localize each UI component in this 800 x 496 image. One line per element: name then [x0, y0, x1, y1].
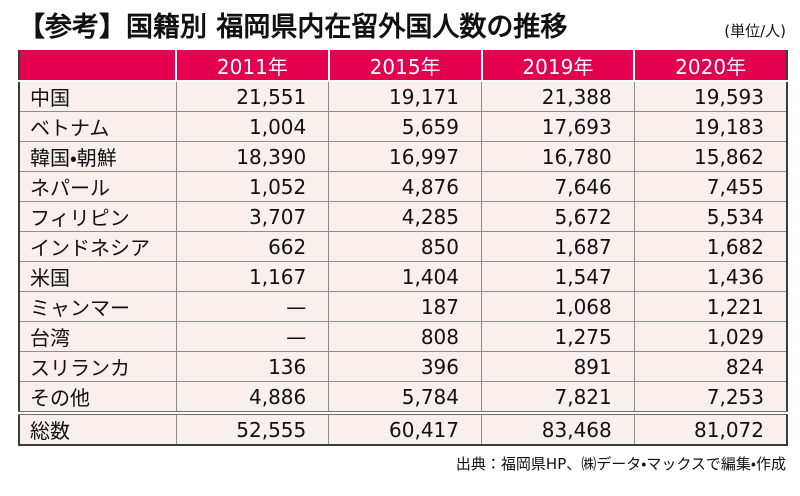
value-cell: 21,388 — [481, 80, 635, 113]
value-cell: 1,404 — [328, 261, 482, 293]
table-row: その他 4,886 5,784 7,821 7,253 — [18, 381, 788, 414]
value-cell: 891 — [481, 351, 635, 383]
row-label: その他 — [18, 381, 177, 414]
table-row: ネパール 1,052 4,876 7,646 7,455 — [18, 171, 788, 203]
value-cell: 5,659 — [328, 111, 482, 143]
value-cell: 1,547 — [481, 261, 635, 293]
row-label: フィリピン — [18, 201, 177, 233]
value-cell: 1,052 — [175, 171, 330, 203]
table-row: 韓国・朝鮮 18,390 16,997 16,780 15,862 — [18, 141, 788, 173]
row-label: 総数 — [18, 411, 177, 446]
value-cell: 1,004 — [175, 111, 330, 143]
value-cell: 3,707 — [175, 201, 330, 233]
table-row: ベトナム 1,004 5,659 17,693 19,183 — [18, 111, 788, 143]
row-label: ベトナム — [18, 111, 177, 143]
title-row: 【参考】国籍別 福岡県内在留外国人数の推移 (単位/人) — [18, 12, 786, 43]
value-cell: 808 — [328, 321, 482, 353]
value-cell: 15,862 — [633, 141, 788, 173]
value-cell: 1,275 — [481, 321, 635, 353]
value-cell: 1,029 — [633, 321, 788, 353]
row-label: スリランカ — [18, 351, 177, 383]
header-cell-year-2020: 2020年 — [633, 50, 787, 83]
table-row: ミャンマー —187 1,068 1,221 — [18, 291, 788, 323]
table-row: 米国 1,167 1,404 1,547 1,436 — [18, 261, 788, 293]
page: 【参考】国籍別 福岡県内在留外国人数の推移 (単位/人) 2011年 2015年… — [0, 12, 800, 496]
unit-note: (単位/人) — [724, 22, 786, 41]
value-cell: 19,171 — [328, 80, 482, 113]
value-cell: 17,693 — [481, 111, 635, 143]
value-cell: 19,183 — [633, 111, 788, 143]
value-cell: 16,780 — [481, 141, 635, 173]
value-cell: 4,285 — [328, 201, 482, 233]
header-cell-year-2019: 2019年 — [480, 50, 635, 83]
row-label: ミャンマー — [18, 291, 177, 323]
header-cell-blank — [19, 50, 176, 83]
table-row: スリランカ 136 396 891 824 — [18, 351, 788, 383]
value-cell: 1,068 — [481, 291, 635, 323]
value-cell: 1,682 — [633, 231, 788, 263]
page-title: 【参考】国籍別 福岡県内在留外国人数の推移 — [18, 12, 568, 43]
value-cell: 7,253 — [633, 381, 788, 414]
value-cell: 1,687 — [481, 231, 635, 263]
value-cell: 52,555 — [175, 411, 330, 446]
value-cell: 7,455 — [633, 171, 788, 203]
table-row: フィリピン 3,707 4,285 5,672 5,534 — [18, 201, 788, 233]
value-cell: 850 — [328, 231, 482, 263]
value-cell: 4,886 — [175, 381, 330, 414]
value-cell: 1,167 — [175, 261, 330, 293]
value-cell: 18,390 — [175, 141, 330, 173]
row-label: ネパール — [18, 171, 177, 203]
value-cell: 83,468 — [481, 411, 635, 446]
value-cell: 21,551 — [175, 80, 330, 113]
value-cell: 5,534 — [633, 201, 788, 233]
table-total-row: 総数 52,555 60,417 83,468 81,072 — [18, 411, 788, 446]
header-cell-year-2015: 2015年 — [327, 50, 482, 83]
value-cell: 7,821 — [481, 381, 635, 414]
value-cell: 4,876 — [328, 171, 482, 203]
value-cell: 7,646 — [481, 171, 635, 203]
value-cell: 396 — [328, 351, 482, 383]
table-row: インドネシア 662 850 1,687 1,682 — [18, 231, 788, 263]
table-header-row: 2011年 2015年 2019年 2020年 — [19, 50, 787, 83]
header-cell-year-2011: 2011年 — [175, 50, 329, 83]
value-cell: 5,784 — [328, 381, 482, 414]
value-cell: 1,221 — [633, 291, 788, 323]
value-cell: 1,436 — [633, 261, 788, 293]
value-cell: 662 — [175, 231, 330, 263]
source-note: 出典：福岡県HP、㈱データ・マックスで編集・作成 — [455, 455, 786, 474]
value-cell: — — [175, 291, 330, 323]
value-cell: 5,672 — [481, 201, 635, 233]
row-label: 米国 — [18, 261, 177, 293]
value-cell: 824 — [633, 351, 788, 383]
row-label: 中国 — [18, 80, 177, 113]
foreign-residents-table: 2011年 2015年 2019年 2020年 中国 21,551 19,171 21… — [18, 50, 788, 447]
value-cell: 60,417 — [328, 411, 482, 446]
row-label: 韓国・朝鮮 — [18, 141, 177, 173]
value-cell: — — [175, 321, 330, 353]
table-row: 中国 21,551 19,171 21,388 19,593 — [18, 80, 788, 113]
table-row: 台湾 —808 1,275 1,029 — [18, 321, 788, 353]
value-cell: 187 — [328, 291, 482, 323]
value-cell: 16,997 — [328, 141, 482, 173]
value-cell: 19,593 — [633, 80, 788, 113]
row-label: インドネシア — [18, 231, 177, 263]
value-cell: 136 — [175, 351, 330, 383]
value-cell: 81,072 — [633, 411, 788, 446]
row-label: 台湾 — [18, 321, 177, 353]
